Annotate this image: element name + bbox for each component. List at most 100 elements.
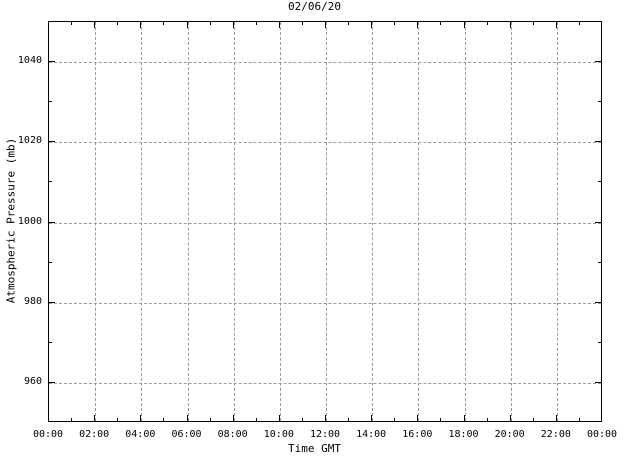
x-tick-label: 20:00: [494, 429, 525, 440]
x-tick-minor-top: [163, 21, 165, 25]
x-tick-label: 22:00: [540, 429, 571, 440]
y-tick-label: 960: [23, 375, 42, 387]
y-tick-major-right: [595, 301, 602, 303]
x-tick-minor-top: [117, 21, 119, 25]
x-tick-minor: [440, 418, 442, 422]
x-tick-major-top: [463, 21, 465, 28]
y-tick-minor: [48, 181, 52, 183]
x-tick-minor-top: [532, 21, 534, 25]
y-tick-major: [48, 381, 55, 383]
x-tick-minor-top: [209, 21, 211, 25]
y-tick-major-right: [595, 61, 602, 63]
x-tick-minor-top: [71, 21, 73, 25]
x-tick-minor-top: [255, 21, 257, 25]
y-tick-minor-right: [598, 181, 602, 183]
x-tick-major: [463, 415, 465, 422]
y-tick-major-right: [595, 221, 602, 223]
x-tick-minor: [532, 418, 534, 422]
x-tick-label: 06:00: [171, 429, 202, 440]
x-tick-minor: [578, 418, 580, 422]
x-tick-minor-top: [394, 21, 396, 25]
y-tick-minor: [48, 261, 52, 263]
gridline-vertical: [233, 22, 235, 421]
y-tick-major: [48, 301, 55, 303]
gridline-horizontal: [49, 62, 601, 64]
chart-title: 02/06/20: [288, 0, 341, 13]
x-tick-minor-top: [440, 21, 442, 25]
x-tick-major: [278, 415, 280, 422]
x-tick-minor: [394, 418, 396, 422]
x-tick-minor: [71, 418, 73, 422]
x-tick-major: [555, 415, 557, 422]
x-tick-label: 04:00: [125, 429, 156, 440]
x-tick-minor: [348, 418, 350, 422]
gridline-horizontal: [49, 142, 601, 144]
y-axis-title: Atmospheric Pressure (mb): [4, 137, 18, 304]
y-tick-major-right: [595, 381, 602, 383]
x-tick-minor: [117, 418, 119, 422]
y-tick-minor-right: [598, 341, 602, 343]
gridline-vertical: [95, 22, 97, 421]
x-tick-label: 14:00: [356, 429, 387, 440]
x-tick-major: [140, 415, 142, 422]
y-tick-major: [48, 61, 55, 63]
x-tick-major: [509, 415, 511, 422]
x-tick-major: [94, 415, 96, 422]
x-tick-major-top: [140, 21, 142, 28]
x-tick-label: 02:00: [79, 429, 110, 440]
x-tick-label: 00:00: [32, 429, 64, 440]
x-tick-minor-top: [486, 21, 488, 25]
x-tick-major-top: [186, 21, 188, 28]
y-tick-major: [48, 221, 55, 223]
x-tick-minor: [255, 418, 257, 422]
y-tick-minor-right: [598, 101, 602, 103]
x-axis-title: Time GMT: [288, 442, 341, 455]
x-tick-major-top: [555, 21, 557, 28]
x-tick-major-top: [417, 21, 419, 28]
gridline-horizontal: [49, 222, 601, 224]
gridline-vertical: [464, 22, 466, 421]
x-tick-minor: [209, 418, 211, 422]
y-axis-title-wrapper: Atmospheric Pressure (mb): [0, 0, 18, 440]
gridline-vertical: [141, 22, 143, 421]
x-tick-major-top: [232, 21, 234, 28]
y-tick-label: 1040: [17, 55, 42, 67]
gridline-vertical: [418, 22, 420, 421]
x-tick-major-top: [509, 21, 511, 28]
x-tick-minor: [486, 418, 488, 422]
x-tick-label: 12:00: [309, 429, 341, 440]
gridline-vertical: [556, 22, 558, 421]
x-tick-major-top: [371, 21, 373, 28]
x-tick-label: 00:00: [586, 429, 618, 440]
x-tick-minor-top: [578, 21, 580, 25]
x-tick-major: [325, 415, 326, 422]
y-tick-major: [48, 141, 55, 143]
gridline-vertical: [279, 22, 281, 421]
x-tick-label: 18:00: [448, 429, 479, 440]
gridline-vertical: [326, 22, 327, 421]
gridline-horizontal: [49, 382, 601, 384]
x-tick-minor: [163, 418, 165, 422]
x-tick-minor-top: [348, 21, 350, 25]
y-tick-label: 1020: [17, 135, 42, 147]
y-tick-minor: [48, 101, 52, 103]
x-tick-major-top: [278, 21, 280, 28]
x-tick-minor: [301, 418, 303, 422]
x-tick-label: 10:00: [263, 429, 294, 440]
y-tick-minor: [48, 341, 52, 343]
gridline-vertical: [372, 22, 374, 421]
gridline-vertical: [510, 22, 512, 421]
x-tick-label: 16:00: [402, 429, 433, 440]
gridline-vertical: [187, 22, 189, 421]
x-tick-minor-top: [301, 21, 303, 25]
x-tick-major-top: [94, 21, 96, 28]
y-tick-major-right: [595, 141, 602, 143]
y-tick-label: 1000: [17, 215, 42, 227]
x-tick-major-top: [325, 21, 326, 28]
gridline-horizontal: [49, 302, 601, 304]
y-tick-minor-right: [598, 261, 602, 263]
plot-area: [48, 21, 602, 422]
x-tick-major: [232, 415, 234, 422]
x-tick-major: [186, 415, 188, 422]
